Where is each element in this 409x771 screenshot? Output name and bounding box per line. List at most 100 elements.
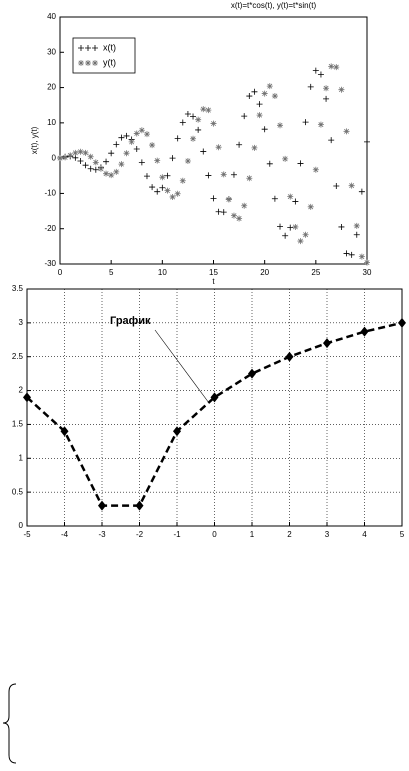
x-tick-label: 5 [109, 268, 114, 277]
data-point [159, 174, 166, 181]
data-point [353, 222, 360, 229]
data-point [266, 160, 273, 167]
data-point [277, 223, 284, 230]
data-point [179, 177, 186, 184]
data-point [87, 165, 94, 172]
y-tick-label: 1.5 [12, 420, 24, 429]
data-line [26, 321, 403, 507]
y-tick-label: 40 [47, 12, 56, 21]
data-point [82, 149, 89, 156]
annotation-arrow [154, 329, 210, 404]
data-point [174, 135, 181, 142]
data-point [190, 135, 197, 142]
data-point [282, 232, 289, 239]
data-point [241, 202, 248, 209]
data-point [154, 157, 161, 164]
data-point [123, 150, 130, 157]
legend-marker [92, 45, 98, 51]
data-point [128, 138, 135, 145]
data-point [333, 183, 340, 190]
data-point [113, 168, 120, 175]
legend-label: y(t) [103, 57, 116, 67]
data-point [307, 203, 314, 210]
y-tick-label: 0 [52, 153, 57, 162]
data-point [328, 137, 335, 144]
data-point [360, 326, 369, 337]
y-tick-label: 10 [47, 118, 56, 127]
data-point [184, 157, 191, 164]
data-point [169, 193, 176, 200]
legend-marker [85, 45, 91, 51]
data-point [317, 71, 324, 78]
data-point [72, 149, 79, 156]
data-point [174, 190, 181, 197]
data-point [271, 93, 278, 100]
data-point [236, 141, 243, 148]
data-point [205, 107, 212, 114]
data-point [317, 121, 324, 128]
data-point [200, 148, 207, 155]
data-point [277, 122, 284, 129]
data-point [118, 161, 125, 168]
data-point [323, 85, 330, 92]
x-tick-label: 0 [58, 268, 63, 277]
data-point [143, 173, 150, 180]
data-point [143, 131, 150, 138]
data-point [179, 119, 186, 126]
data-point [236, 215, 243, 222]
x-tick-label: -4 [61, 530, 69, 539]
data-point [77, 157, 84, 164]
x-tick-label: 5 [400, 530, 405, 539]
data-point [285, 351, 294, 362]
data-point [138, 159, 145, 166]
y-tick-label: 30 [47, 47, 56, 56]
data-point [358, 253, 365, 260]
y-tick-label: 2.5 [12, 352, 24, 361]
legend-marker [92, 60, 98, 66]
data-point [108, 150, 115, 157]
data-point [210, 120, 217, 127]
data-point [108, 172, 115, 179]
legend-label: x(t) [103, 42, 116, 52]
y-tick-label: 1 [19, 453, 24, 462]
legend-marker [85, 60, 91, 66]
y-tick-label: 0 [19, 521, 24, 530]
data-point [398, 317, 406, 328]
data-point [323, 338, 331, 349]
x-tick-label: 4 [362, 530, 367, 539]
data-point [190, 113, 197, 120]
chart-title: x(t)=t*cos(t), y(t)=t*sin(t) [231, 1, 317, 10]
x-tick-label: 15 [209, 268, 218, 277]
data-point [57, 155, 63, 162]
data-point [271, 195, 278, 202]
data-point [92, 166, 99, 173]
data-point [297, 160, 304, 167]
data-point [215, 208, 222, 215]
data-point [82, 162, 89, 169]
data-point [62, 154, 69, 161]
data-point [343, 128, 350, 135]
data-point [297, 238, 304, 245]
data-point [138, 127, 145, 134]
data-point [184, 111, 191, 118]
x-tick-label: 30 [363, 268, 372, 277]
data-point [333, 64, 340, 71]
x-tick-label: 10 [158, 268, 167, 277]
data-point [302, 231, 309, 238]
data-point [195, 126, 202, 133]
data-point [87, 153, 94, 160]
legend-marker [78, 60, 84, 66]
data-point [103, 158, 110, 165]
x-axis-label: t [212, 277, 215, 286]
data-point [118, 134, 125, 141]
data-point [358, 188, 365, 195]
data-point [113, 141, 120, 148]
data-point [205, 172, 212, 179]
data-point [149, 142, 156, 149]
x-tick-label: 25 [311, 268, 320, 277]
data-point [348, 182, 355, 189]
y-tick-label: 2 [19, 386, 24, 395]
x-tick-label: 2 [287, 530, 292, 539]
data-point [149, 184, 156, 191]
data-point [215, 144, 222, 151]
